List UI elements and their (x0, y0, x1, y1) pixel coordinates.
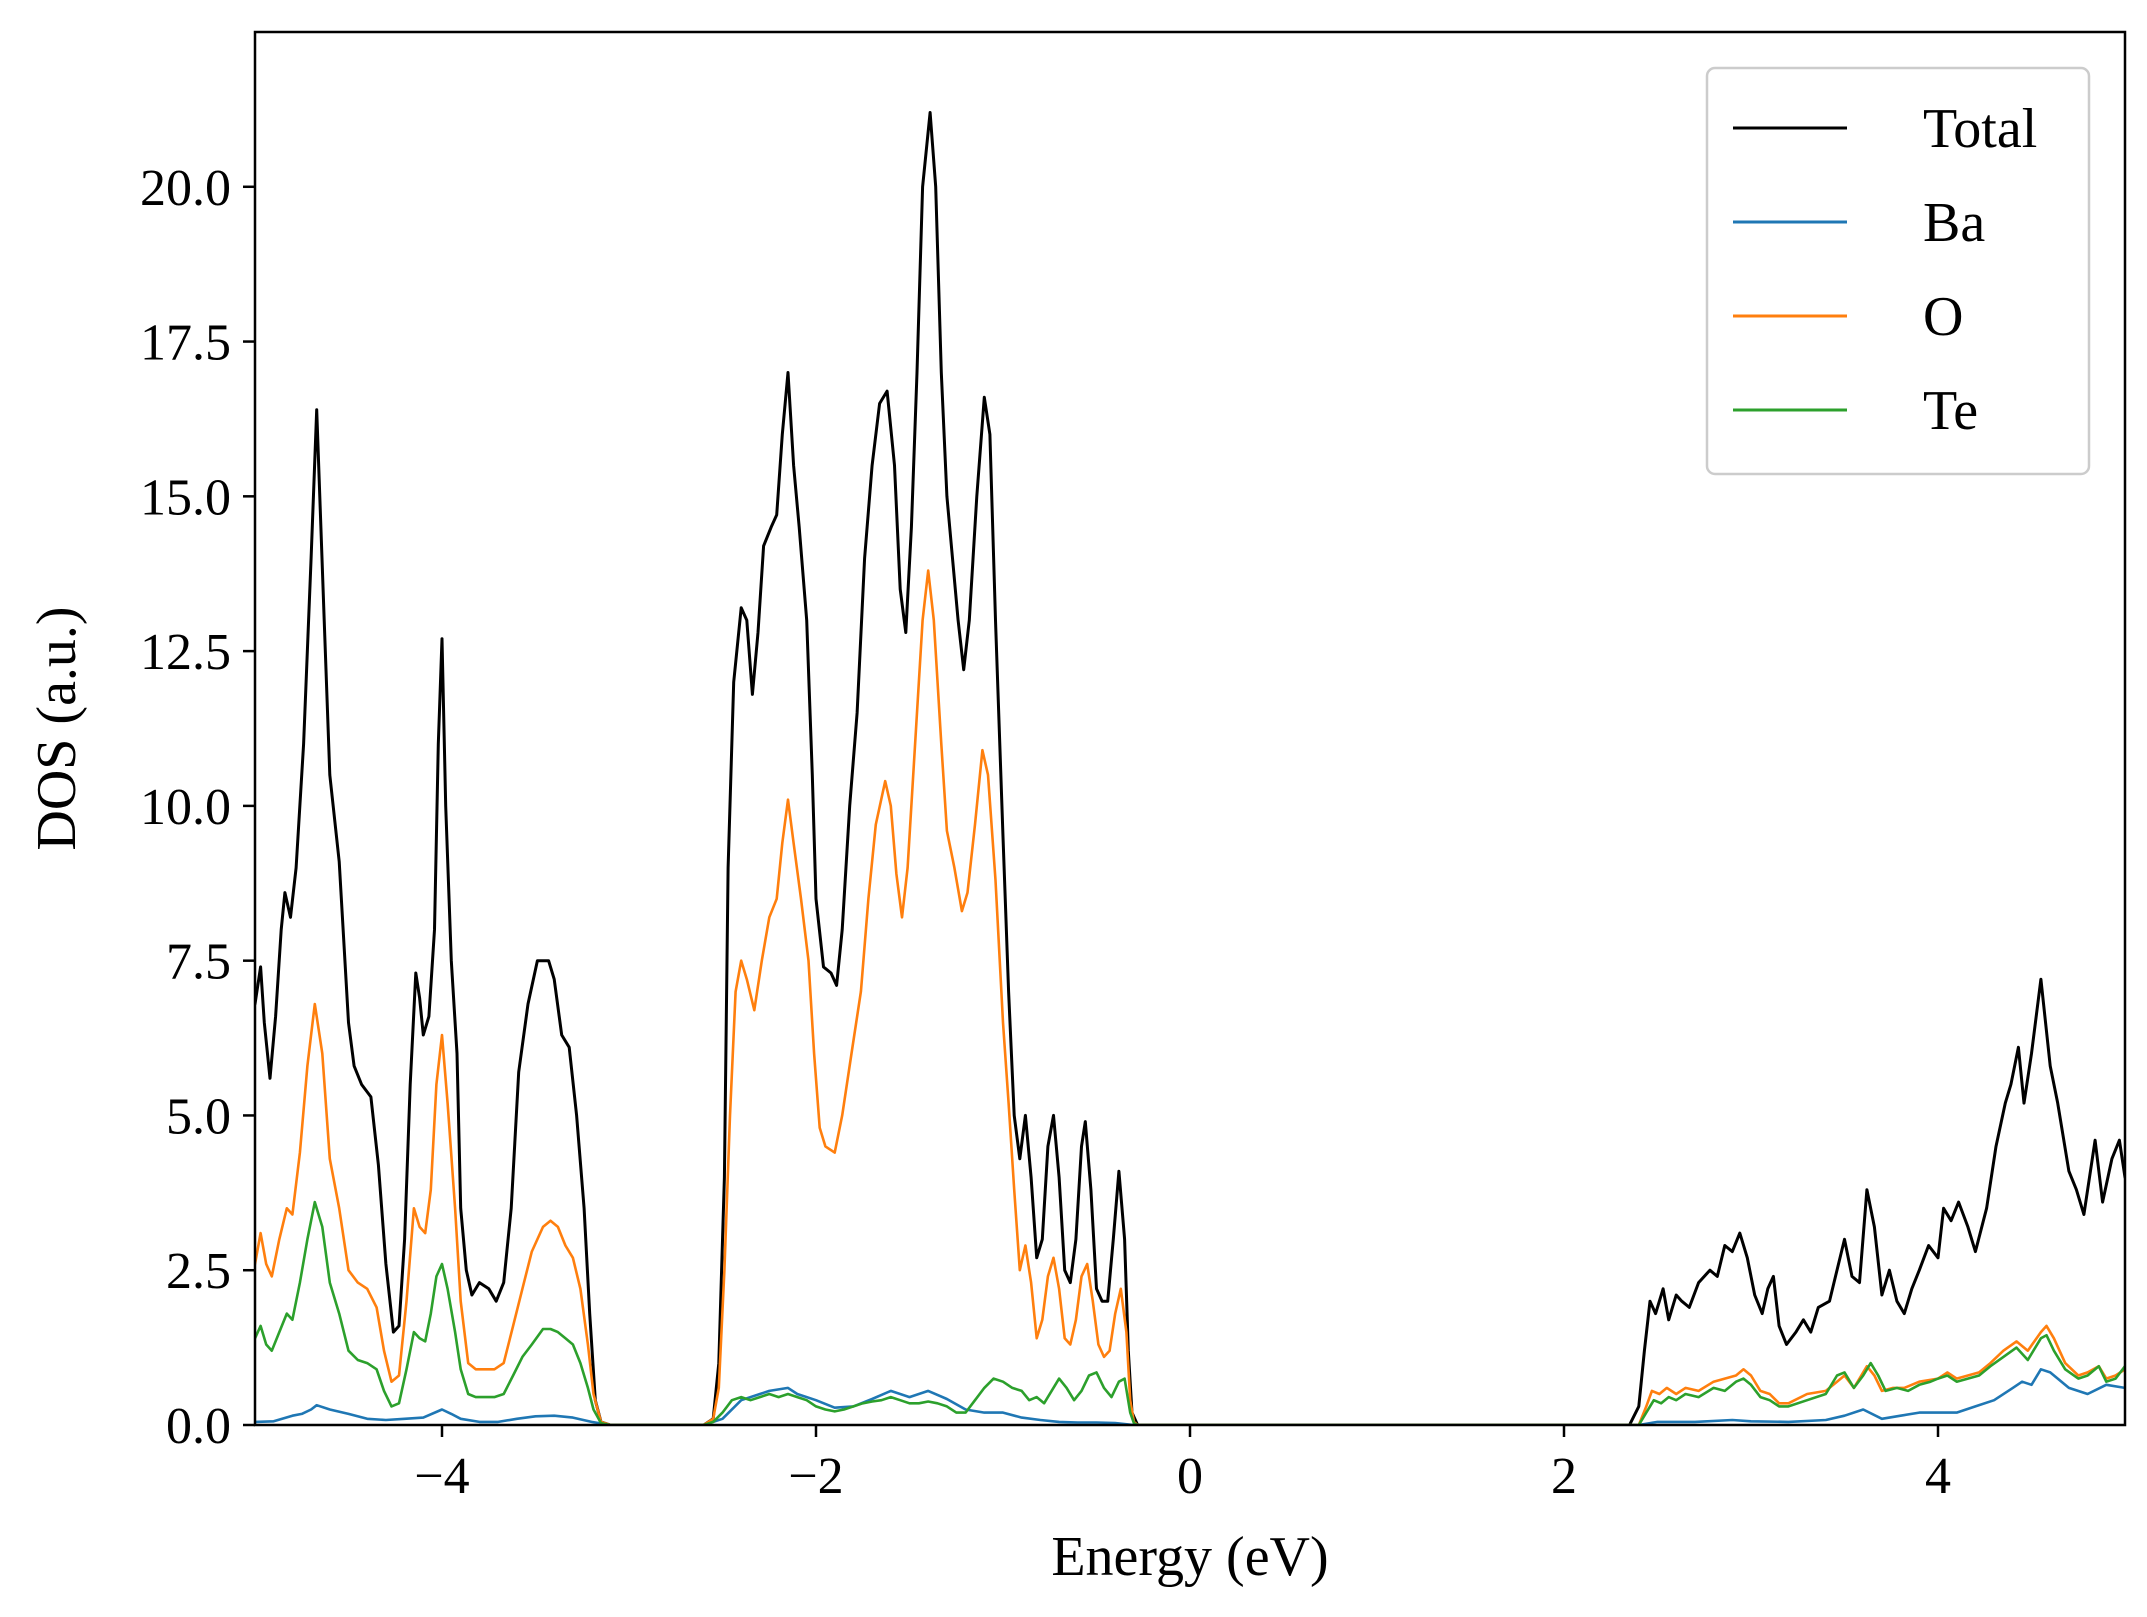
series-layer (255, 111, 2125, 1425)
y-axis-ticks: 0.0 2.5 5.0 7.5 10.0 12.5 15.0 17.5 20.0 (140, 160, 255, 1455)
y-tick-label: 5.0 (166, 1088, 231, 1145)
legend: Total Ba O Te (1705, 66, 2091, 476)
y-tick-label: 7.5 (166, 934, 231, 991)
x-tick-label: 0 (1177, 1448, 1203, 1505)
legend-box (1705, 66, 2091, 476)
y-tick-label: 0.0 (166, 1398, 231, 1455)
x-tick-label: −4 (414, 1448, 469, 1505)
y-tick-label: 17.5 (140, 315, 231, 372)
plot-frame (253, 30, 2127, 1427)
y-axis-label: DOS (a.u.) (26, 606, 88, 850)
series-line-o (255, 569, 2125, 1425)
x-axis-ticks: −4 −2 0 2 4 (414, 1425, 1951, 1505)
legend-label-ba: Ba (1923, 192, 1985, 254)
series-line-total (255, 111, 2125, 1425)
x-tick-label: 2 (1551, 1448, 1577, 1505)
x-tick-label: −2 (788, 1448, 843, 1505)
series-line-te (255, 1200, 2125, 1425)
y-tick-label: 12.5 (140, 624, 231, 681)
x-tick-label: 4 (1925, 1448, 1951, 1505)
legend-label-total: Total (1923, 98, 2037, 160)
x-axis-label: Energy (eV) (1051, 1526, 1328, 1588)
legend-label-te: Te (1923, 380, 1978, 442)
series-line-ba (255, 1368, 2125, 1425)
y-tick-label: 15.0 (140, 469, 231, 526)
y-tick-label: 20.0 (140, 160, 231, 217)
y-tick-label: 10.0 (140, 779, 231, 836)
y-tick-label: 2.5 (166, 1243, 231, 1300)
legend-label-o: O (1923, 286, 1963, 348)
